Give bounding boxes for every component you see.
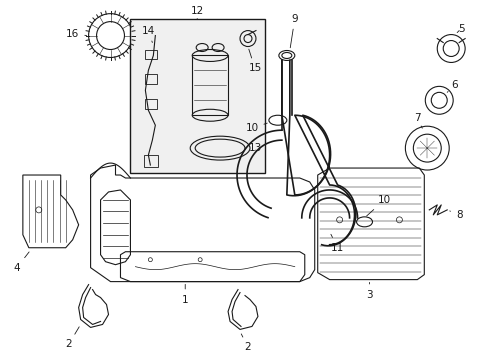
Text: 3: 3 bbox=[366, 282, 372, 300]
Bar bbox=[130, 19, 264, 173]
Text: 8: 8 bbox=[449, 210, 462, 220]
Text: 2: 2 bbox=[241, 334, 251, 352]
Text: 14: 14 bbox=[142, 26, 155, 42]
Bar bbox=[145, 75, 157, 84]
Bar bbox=[192, 55, 227, 115]
Text: 10: 10 bbox=[245, 123, 267, 133]
Bar bbox=[145, 99, 157, 109]
Text: 4: 4 bbox=[14, 252, 29, 273]
Text: 1: 1 bbox=[182, 284, 188, 305]
Text: 16: 16 bbox=[66, 28, 86, 39]
Text: 9: 9 bbox=[290, 14, 298, 48]
Text: 10: 10 bbox=[366, 195, 390, 216]
Text: 13: 13 bbox=[244, 143, 261, 153]
Text: 6: 6 bbox=[447, 80, 457, 92]
Text: 5: 5 bbox=[456, 24, 464, 33]
Text: 15: 15 bbox=[248, 49, 261, 73]
Text: 11: 11 bbox=[330, 234, 344, 253]
Bar bbox=[144, 155, 158, 167]
Bar bbox=[145, 50, 157, 59]
Text: 7: 7 bbox=[413, 113, 422, 128]
Text: 12: 12 bbox=[190, 6, 203, 19]
Text: 2: 2 bbox=[65, 327, 79, 349]
